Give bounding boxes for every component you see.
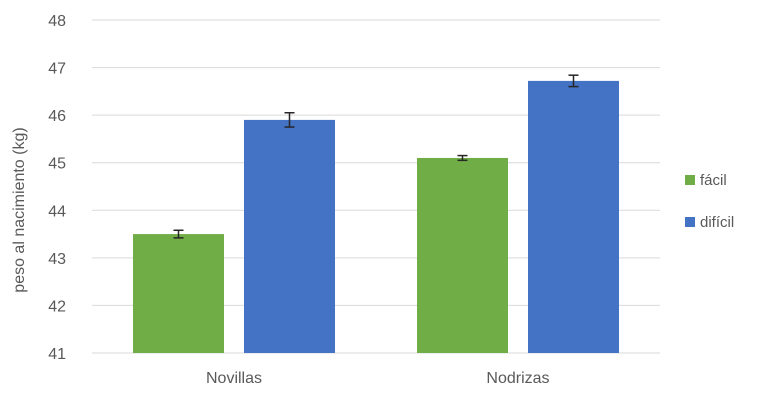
x-tick-label: Nodrizas: [486, 370, 549, 387]
y-tick-label: 44: [48, 203, 66, 220]
legend-swatch: [685, 175, 695, 185]
y-tick-label: 48: [48, 13, 66, 30]
bar: [528, 80, 619, 354]
error-bars: [173, 74, 579, 239]
bars: [133, 80, 619, 354]
y-tick-label: 47: [48, 61, 66, 78]
y-tick-label: 41: [48, 346, 66, 363]
bar: [417, 157, 508, 353]
y-tick-label: 46: [48, 108, 66, 125]
legend: fácil difícil: [685, 172, 734, 231]
y-tick-label: 42: [48, 298, 66, 315]
bar: [133, 234, 224, 353]
bar: [244, 119, 335, 354]
y-tick-label: 45: [48, 156, 66, 173]
legend-label: difícil: [700, 214, 734, 231]
y-tick-label: 43: [48, 251, 66, 268]
legend-swatch: [685, 217, 695, 227]
y-axis-title: peso al nacimiento (kg): [11, 127, 28, 292]
legend-label: fácil: [700, 172, 727, 189]
axes: peso al nacimiento (kg) 41 42 43 44 45 46 47 48…: [11, 13, 550, 387]
x-tick-label: Novillas: [206, 370, 262, 387]
